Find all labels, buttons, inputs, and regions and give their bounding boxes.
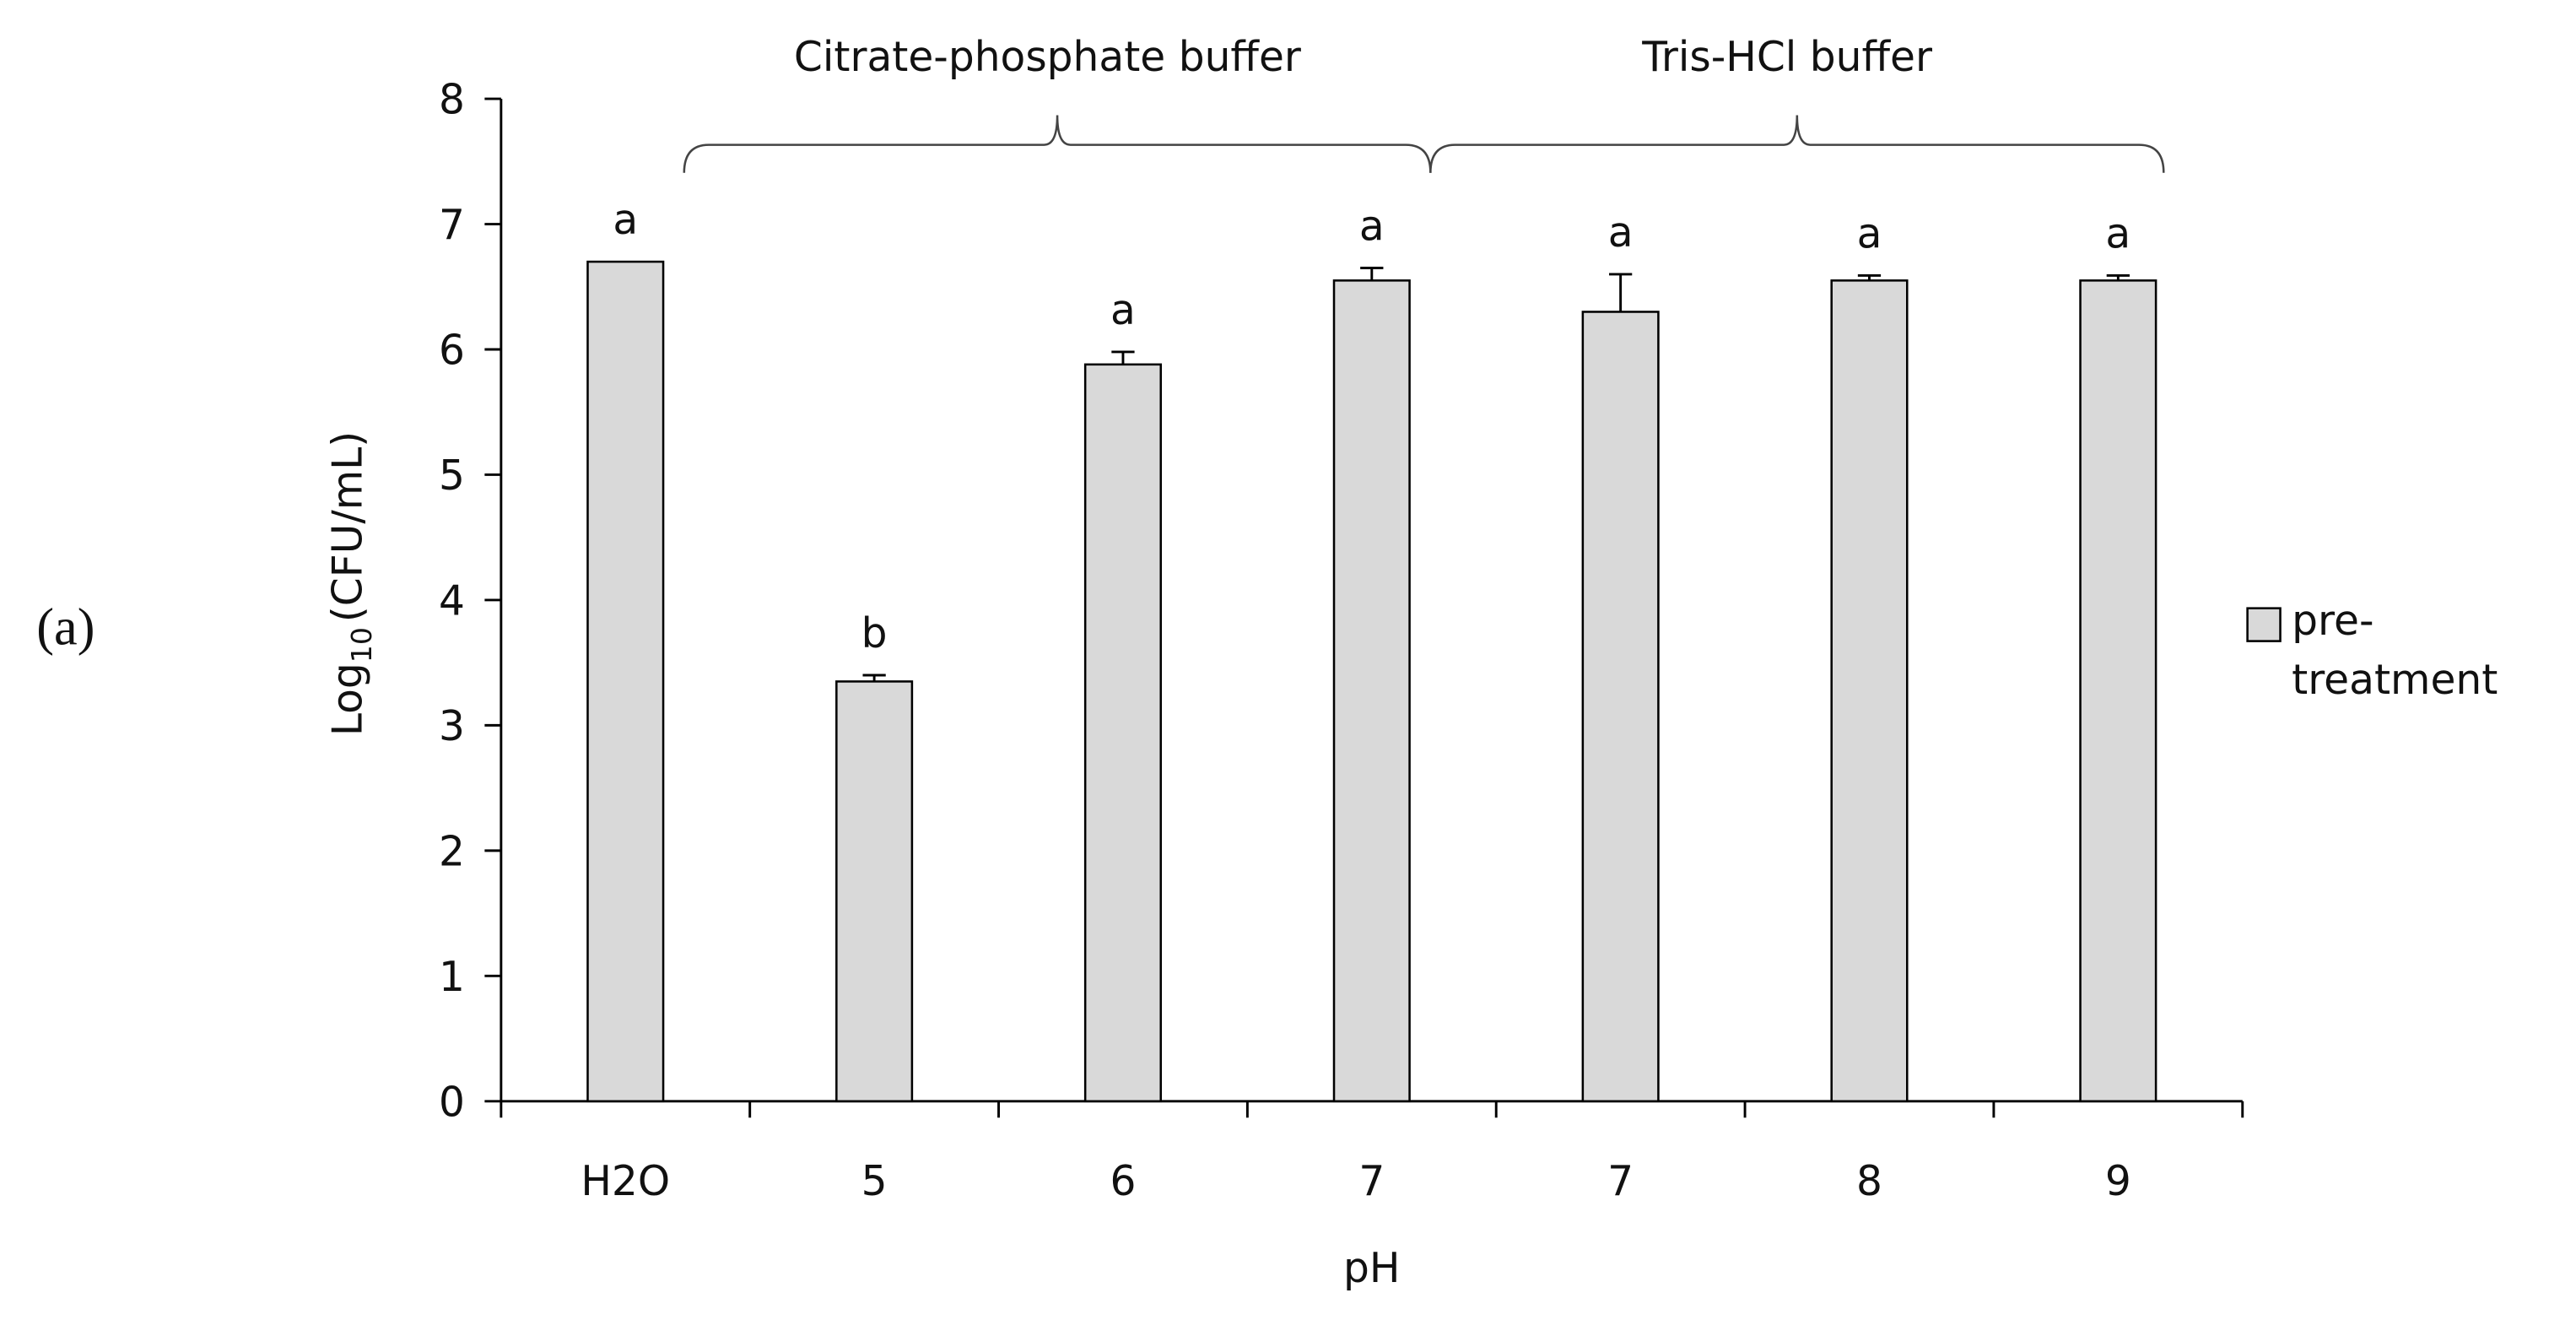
bar [2079, 279, 2157, 1103]
significance-letter: a [2105, 210, 2130, 257]
y-label-rest: (CFU/mL) [324, 431, 371, 622]
significance-letter: a [1359, 203, 1385, 250]
x-tick-label: 8 [1856, 1158, 1882, 1205]
bar [1083, 363, 1163, 1103]
legend-box: pre-treatment [2292, 597, 2498, 704]
x-tick-label: 9 [2105, 1158, 2131, 1205]
group-label: Tris-HCl buffer [1641, 34, 1932, 81]
significance-letter: a [1110, 287, 1136, 334]
y-axis-label: Log10 (CFU/mL) [324, 431, 378, 736]
y-tick-label: 8 [439, 77, 465, 124]
group-brace [1429, 115, 2165, 173]
y-tick-label: 4 [439, 577, 465, 625]
y-tick-label: 7 [439, 202, 465, 249]
y-tick-label: 6 [439, 327, 465, 375]
significance-letter: a [1857, 210, 1882, 257]
group-brace [683, 115, 1432, 173]
x-tick-label: 6 [1110, 1158, 1136, 1205]
bar [1581, 311, 1660, 1103]
y-tick-label: 1 [439, 954, 465, 1001]
y-tick-label: 5 [439, 452, 465, 500]
y-tick-label: 2 [439, 828, 465, 875]
y-tick-label: 3 [439, 703, 465, 750]
significance-letter: a [613, 197, 638, 244]
legend-label: pre-treatment [2292, 597, 2498, 704]
significance-letter: a [1608, 209, 1634, 257]
group-label: Citrate-phosphate buffer [794, 34, 1301, 81]
y-label-subscript: 10 [345, 627, 378, 663]
x-tick-label: 5 [861, 1158, 888, 1205]
bar [1830, 279, 1909, 1103]
x-tick-label: 7 [1607, 1158, 1634, 1205]
y-tick-label: 0 [439, 1079, 465, 1126]
x-tick-label: H2O [581, 1158, 670, 1205]
x-axis-label: pH [1343, 1245, 1400, 1292]
significance-letter: b [861, 610, 888, 657]
bar [835, 680, 914, 1103]
panel-label: (a) [36, 598, 95, 657]
bar [1332, 279, 1411, 1103]
x-tick-label: 7 [1358, 1158, 1385, 1205]
legend-swatch [2246, 607, 2282, 642]
y-label-base: Log [324, 663, 371, 736]
bar [586, 260, 665, 1103]
